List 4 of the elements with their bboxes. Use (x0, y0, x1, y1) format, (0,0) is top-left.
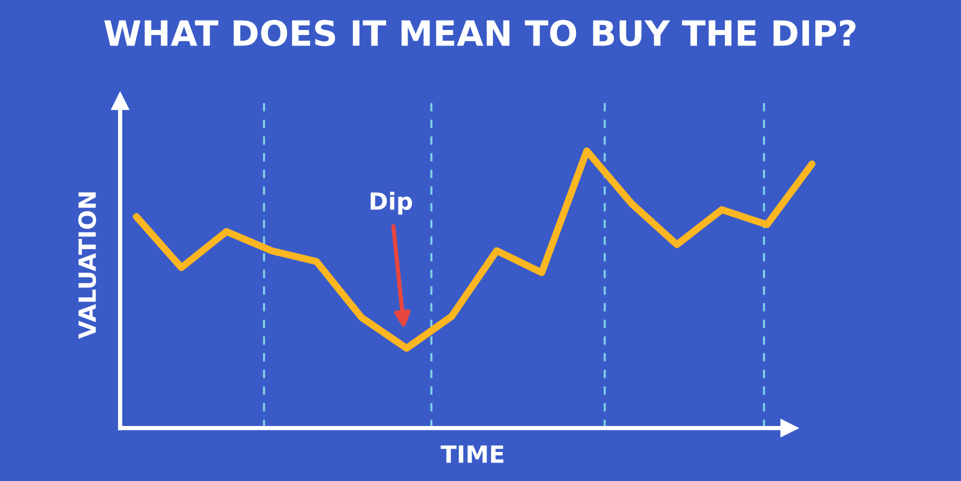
annotation: Dip (370, 192, 412, 215)
chart-title: WHAT DOES IT MEAN TO BUY THE DIP? (104, 20, 856, 46)
x-axis-title: TIME (440, 445, 504, 463)
y-axis-title: VALUATION (78, 192, 96, 339)
